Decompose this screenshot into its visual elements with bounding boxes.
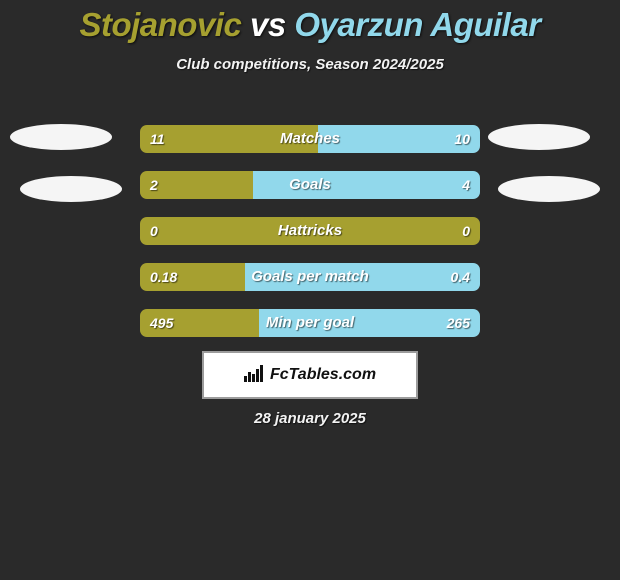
- stat-row: 1110Matches: [140, 125, 480, 153]
- comparison-bars: 1110Matches24Goals00Hattricks0.180.4Goal…: [140, 125, 480, 355]
- stat-value-player1: 495: [150, 309, 173, 337]
- photo-placeholder: [20, 176, 122, 202]
- root: Stojanovic vs Oyarzun Aguilar Club compe…: [0, 0, 620, 580]
- bar-segment-player2: [253, 171, 480, 199]
- badge-text: FcTables.com: [270, 366, 376, 384]
- stat-value-player2: 0: [462, 217, 470, 245]
- title-vs: vs: [250, 6, 286, 43]
- stat-value-player2: 4: [462, 171, 470, 199]
- stat-value-player1: 0.18: [150, 263, 177, 291]
- bar-segment-player1: [140, 217, 480, 245]
- stat-row: 0.180.4Goals per match: [140, 263, 480, 291]
- stat-row: 00Hattricks: [140, 217, 480, 245]
- subtitle: Club competitions, Season 2024/2025: [0, 56, 620, 73]
- date-label: 28 january 2025: [0, 410, 620, 427]
- stat-value-player2: 265: [447, 309, 470, 337]
- page-title: Stojanovic vs Oyarzun Aguilar: [0, 0, 620, 44]
- stat-row: 495265Min per goal: [140, 309, 480, 337]
- chart-bars-icon: [244, 364, 266, 387]
- bar-segment-player1: [140, 125, 318, 153]
- photo-placeholder: [498, 176, 600, 202]
- stat-value-player2: 0.4: [451, 263, 470, 291]
- title-player2: Oyarzun Aguilar: [294, 6, 540, 43]
- stat-value-player1: 0: [150, 217, 158, 245]
- title-player1: Stojanovic: [79, 6, 241, 43]
- bar-segment-player2: [245, 263, 480, 291]
- photo-placeholder: [10, 124, 112, 150]
- stat-value-player1: 11: [150, 125, 165, 153]
- stat-row: 24Goals: [140, 171, 480, 199]
- photo-placeholder: [488, 124, 590, 150]
- stat-value-player1: 2: [150, 171, 158, 199]
- stat-value-player2: 10: [454, 125, 470, 153]
- source-badge[interactable]: FcTables.com: [202, 351, 418, 399]
